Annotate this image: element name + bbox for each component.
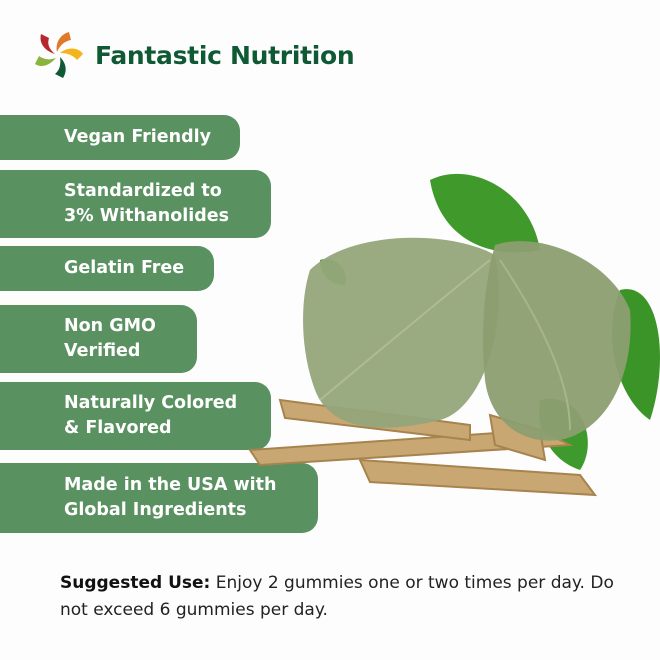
feature-text: Naturally Colored — [64, 393, 238, 413]
feature-badge-standardized: Standardized to 3% Withanolides — [0, 170, 271, 238]
feature-text: Made in the USA with — [64, 475, 277, 495]
feature-badge-vegan: Vegan Friendly — [0, 115, 240, 160]
brand-logo: Fantastic Nutrition — [33, 30, 355, 80]
feature-badge-gelatin-free: Gelatin Free — [0, 246, 214, 291]
feature-text: 3% Withanolides — [64, 206, 230, 226]
feature-text: Vegan Friendly — [64, 127, 212, 147]
feature-text: Standardized to — [64, 181, 222, 201]
pinwheel-logo-icon — [35, 32, 83, 78]
feature-text: Non GMO — [64, 316, 156, 336]
feature-badge-made-in-usa: Made in the USA with Global Ingredients — [0, 463, 318, 533]
suggested-use: Suggested Use: Enjoy 2 gummies one or tw… — [60, 570, 630, 624]
feature-badge-non-gmo: Non GMO Verified — [0, 305, 197, 373]
brand-name: Fantastic Nutrition — [95, 40, 355, 70]
feature-badge-natural: Naturally Colored & Flavored — [0, 382, 271, 450]
feature-text: & Flavored — [64, 418, 172, 438]
feature-text: Verified — [64, 341, 141, 361]
feature-text: Global Ingredients — [64, 500, 247, 520]
suggested-use-text: Enjoy 2 gummies one or two times per day… — [60, 573, 614, 620]
gummy-icon — [303, 237, 631, 441]
product-image-gummies-roots-leaves — [248, 173, 660, 497]
suggested-use-label: Suggested Use: — [60, 573, 211, 593]
feature-text: Gelatin Free — [64, 258, 185, 278]
